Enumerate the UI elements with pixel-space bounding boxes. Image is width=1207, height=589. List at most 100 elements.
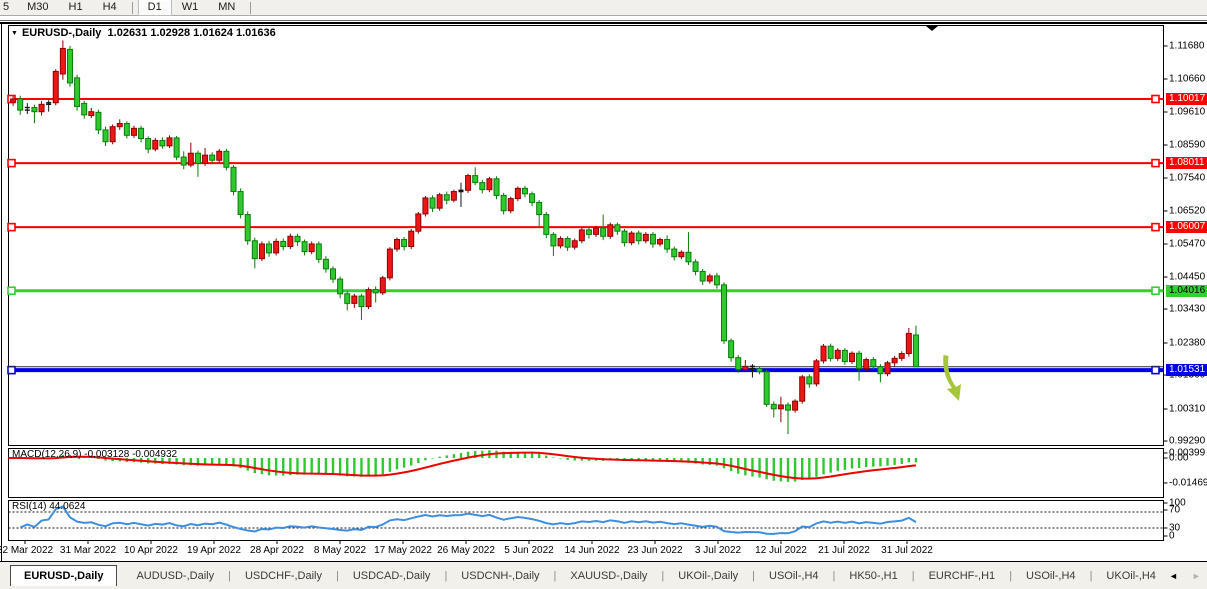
tab-separator: | bbox=[1009, 569, 1013, 582]
symbol-tabbar: EURUSD-,Daily AUDUSD-,Daily | USDCHF-,Daily… bbox=[0, 562, 1207, 589]
window-frame-bottom bbox=[0, 561, 1207, 562]
rsi-indicator-label: RSI(14) 44.0624 bbox=[12, 501, 85, 512]
candlesticks bbox=[10, 40, 919, 435]
date-tick-label: 5 Jun 2022 bbox=[504, 545, 554, 556]
rsi-line bbox=[19, 505, 917, 535]
indicator-scale-label: 70 bbox=[1169, 504, 1181, 516]
price-tick-label: 1.09610 bbox=[1169, 106, 1206, 118]
date-tick-label: 22 Mar 2022 bbox=[0, 545, 54, 556]
symbol-tab-usdcad-daily[interactable]: USDCAD-,Daily bbox=[352, 569, 431, 582]
price-tick-label: 1.07540 bbox=[1169, 172, 1206, 184]
tab-separator: | bbox=[661, 569, 665, 582]
price-tick-label: 1.00310 bbox=[1169, 403, 1206, 415]
rsi-name: RSI(14) bbox=[12, 501, 47, 512]
timeframe-button-M30[interactable]: M30 bbox=[27, 1, 49, 13]
main-pane-frame bbox=[8, 25, 1164, 446]
date-tick-label: 17 May 2022 bbox=[374, 545, 432, 556]
timeframe-button-5[interactable]: 5 bbox=[3, 1, 10, 13]
chart-dropdown-icon[interactable]: ▼ bbox=[11, 30, 18, 37]
price-tick-label: 1.06520 bbox=[1169, 205, 1206, 217]
timeframe-button-MN[interactable]: MN bbox=[218, 1, 236, 13]
down-arrow-annotation[interactable] bbox=[943, 355, 961, 401]
window-frame-top bbox=[0, 20, 1207, 21]
date-tick-label: 28 Apr 2022 bbox=[250, 545, 304, 556]
macd-values: -0.003128 -0.004932 bbox=[84, 449, 178, 460]
timeframe-button-D1[interactable]: D1 bbox=[137, 0, 172, 16]
indicator-scale-label: 30 bbox=[1169, 522, 1181, 534]
date-tick-label: 10 Apr 2022 bbox=[124, 545, 178, 556]
level-price-chip: 1.10017 bbox=[1166, 93, 1207, 105]
symbol-tab-usoil-h4[interactable]: USOil-,H4 bbox=[1026, 569, 1076, 582]
macd-name: MACD(12,26,9) bbox=[12, 449, 82, 460]
chart-title: ▼ EURUSD-,Daily 1.02631 1.02928 1.01624 1… bbox=[11, 27, 276, 39]
timeframe-button-H1[interactable]: H1 bbox=[68, 1, 83, 13]
level-price-chip: 1.01531 bbox=[1166, 364, 1207, 377]
date-tick-label: 3 Jul 2022 bbox=[694, 545, 742, 556]
price-tick-label: 1.08590 bbox=[1169, 139, 1206, 151]
chart-frame-top bbox=[0, 22, 1207, 24]
price-tick-label: 1.03430 bbox=[1169, 303, 1206, 315]
rsi-value: 44.0624 bbox=[49, 501, 86, 512]
symbol-tab-usdcnh-daily[interactable]: USDCNH-,Daily bbox=[461, 569, 540, 582]
tab-scroll-right-icon[interactable]: ► bbox=[1191, 570, 1201, 581]
date-tick-label: 19 Apr 2022 bbox=[187, 545, 241, 556]
symbol-tab-ukoil-h4[interactable]: UKOil-,H4 bbox=[1106, 569, 1156, 582]
chart-symbol-period: EURUSD-,Daily bbox=[21, 27, 102, 39]
date-tick-label: 23 Jun 2022 bbox=[627, 545, 683, 556]
macd-signal-line bbox=[8, 451, 917, 480]
horizontal-level-lines[interactable] bbox=[7, 94, 1164, 375]
level-price-chip: 1.08011 bbox=[1166, 157, 1207, 170]
date-tick-label: 26 May 2022 bbox=[437, 545, 495, 556]
tab-separator: | bbox=[1089, 569, 1093, 582]
tab-separator: | bbox=[228, 569, 231, 582]
symbol-tab-eurchf-h1[interactable]: EURCHF-,H1 bbox=[928, 569, 996, 582]
price-tick-label: 1.10660 bbox=[1169, 73, 1206, 85]
date-tick-label: 21 Jul 2022 bbox=[818, 545, 870, 556]
tab-separator: | bbox=[335, 569, 339, 582]
timeframe-button-H4[interactable]: H4 bbox=[102, 1, 117, 13]
symbol-tab-usoil-h4[interactable]: USOil-,H4 bbox=[769, 569, 819, 582]
date-tick-label: 14 Jun 2022 bbox=[564, 545, 620, 556]
indicator-scale-label: 0.00 bbox=[1169, 452, 1189, 464]
rsi-pane-frame bbox=[8, 500, 1164, 541]
symbol-tab-xauusd-daily[interactable]: XAUUSD-,Daily bbox=[570, 569, 648, 582]
tab-separator: | bbox=[444, 569, 448, 582]
tab-separator: | bbox=[553, 569, 557, 582]
indicator-scale-label: 0 bbox=[1169, 530, 1175, 542]
symbol-tab-eurusd-daily[interactable]: EURUSD-,Daily bbox=[10, 565, 118, 586]
axis-ticks bbox=[24, 45, 1168, 544]
symbol-tab-usdchf-daily[interactable]: USDCHF-,Daily bbox=[244, 569, 322, 582]
timeframe-button-W1[interactable]: W1 bbox=[181, 1, 199, 13]
symbol-tab-audusd-daily[interactable]: AUDUSD-,Daily bbox=[136, 569, 215, 582]
window-frame-left bbox=[1, 22, 2, 561]
rsi-panel-content bbox=[8, 511, 1164, 529]
price-tick-label: 0.99290 bbox=[1169, 435, 1206, 447]
price-tick-label: 1.11680 bbox=[1169, 40, 1205, 52]
timeframe-toolbar: 5 M30 H1 H4 D1 W1 MN bbox=[0, 0, 1207, 16]
indicator-scale-label: 100 bbox=[1169, 497, 1186, 509]
macd-indicator-label: MACD(12,26,9) -0.003128 -0.004932 bbox=[12, 449, 177, 460]
tab-scroll-left-icon[interactable]: ◄ bbox=[1168, 570, 1178, 581]
indicator-scale-label: -0.01469 bbox=[1169, 477, 1207, 489]
level-price-chip: 1.06007 bbox=[1166, 221, 1207, 234]
tab-separator: | bbox=[911, 569, 915, 582]
symbol-tab-ukoil-daily[interactable]: UKOil-,Daily bbox=[678, 569, 739, 582]
date-tick-label: 31 Mar 2022 bbox=[59, 545, 117, 556]
indicator-scale-label: 0.00399 bbox=[1169, 447, 1206, 459]
symbol-tab-hk50-h1[interactable]: HK50-,H1 bbox=[849, 569, 898, 582]
date-tick-label: 12 Jul 2022 bbox=[755, 545, 807, 556]
macd-pane-frame bbox=[8, 448, 1164, 498]
toolbar-separator bbox=[250, 1, 252, 14]
tab-scroll-controls: ◄ ► bbox=[1169, 571, 1207, 581]
date-tick-label: 8 May 2022 bbox=[313, 545, 367, 556]
chart-ohlc-values: 1.02631 1.02928 1.01624 1.01636 bbox=[107, 27, 276, 39]
price-tick-label: 1.02380 bbox=[1169, 337, 1206, 349]
price-tick-label: 1.04450 bbox=[1169, 271, 1206, 283]
price-tick-label: 1.05470 bbox=[1169, 238, 1206, 250]
level-price-chip: 1.04016 bbox=[1166, 284, 1207, 297]
tab-separator: | bbox=[832, 569, 836, 582]
tab-separator: | bbox=[752, 569, 756, 582]
chart-shift-marker-icon[interactable] bbox=[926, 26, 938, 31]
